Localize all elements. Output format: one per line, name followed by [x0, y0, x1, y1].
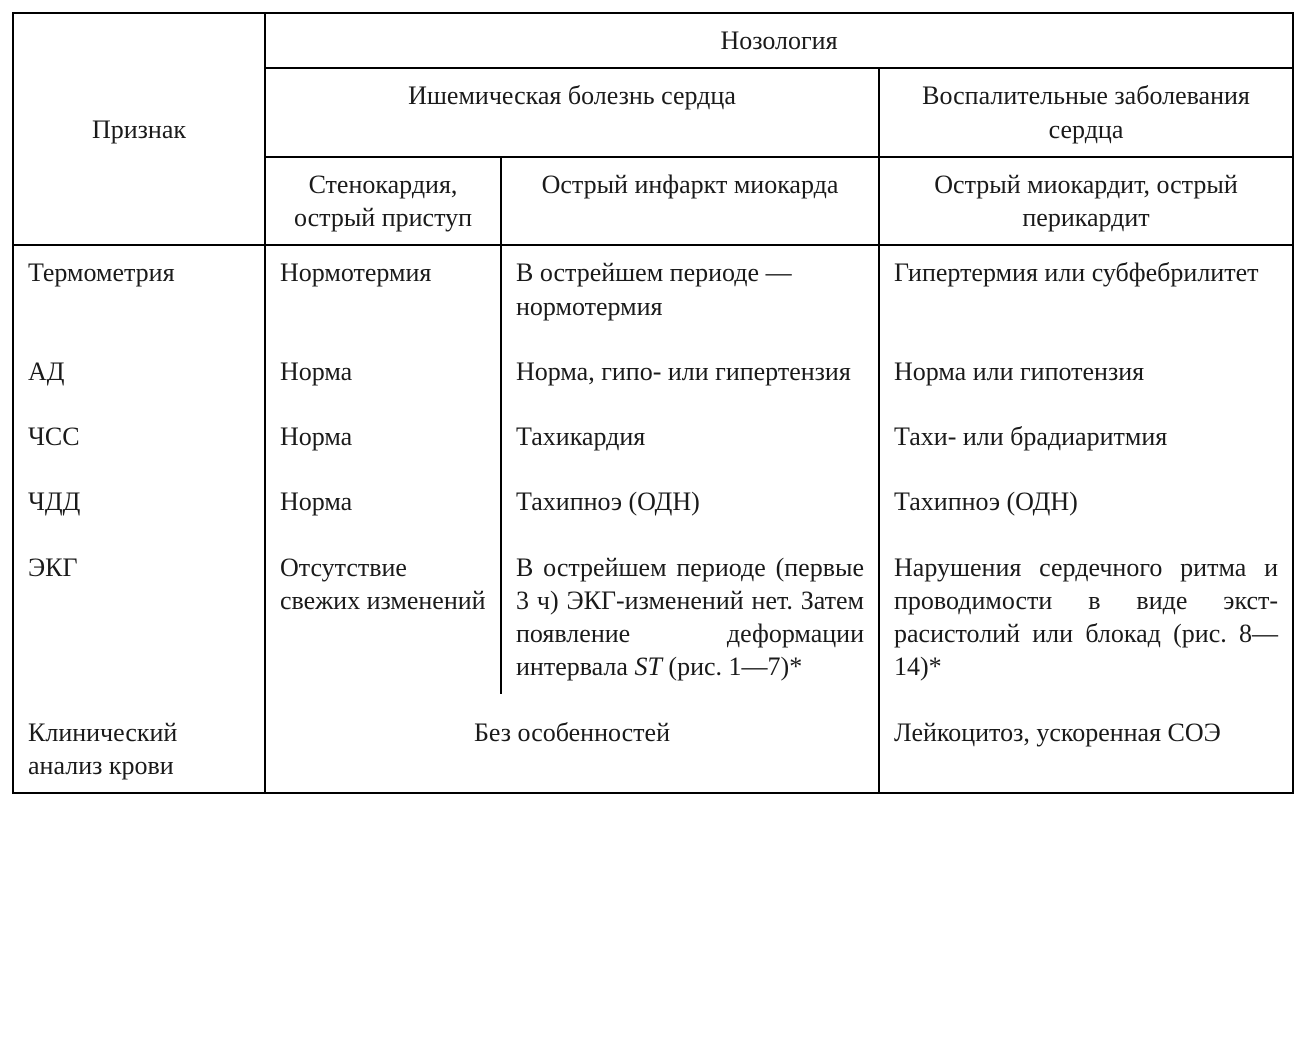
- cell: Норма, гипо- или гипертензия: [501, 333, 879, 398]
- row-label: ЧДД: [13, 463, 265, 528]
- header-row-1: Признак Нозология: [13, 13, 1293, 68]
- row-label: АД: [13, 333, 265, 398]
- cell: Норма: [265, 398, 501, 463]
- cell: Нормотермия: [265, 245, 501, 333]
- row-rr: ЧДД Норма Тахипноэ (ОДН) Тахипноэ (ОДН): [13, 463, 1293, 528]
- row-label: Термометрия: [13, 245, 265, 333]
- cell: Тахи- или брадиарит­мия: [879, 398, 1293, 463]
- cell: Норма или гипотензия: [879, 333, 1293, 398]
- text: (рис. 1—7)*: [662, 652, 802, 681]
- header-col-stenocardia: Стенокардия, острый приступ: [265, 157, 501, 246]
- header-col-infarction: Острый инфаркт миокарда: [501, 157, 879, 246]
- row-label: Клинический анализ крови: [13, 694, 265, 794]
- cell: Отсутствие свежих изменений: [265, 529, 501, 694]
- header-ischemic: Ишемическая болезнь сердца: [265, 68, 879, 157]
- cell-ecg-infarction: В острейшем пе­риоде (первые 3 ч) ЭКГ-из…: [501, 529, 879, 694]
- cell: Норма: [265, 463, 501, 528]
- cell: Нарушения сердеч­ного ритма и прово­димо…: [879, 529, 1293, 694]
- cell: Гипертермия или субфебрилитет: [879, 245, 1293, 333]
- cell: Тахикардия: [501, 398, 879, 463]
- cell-merged: Без особенностей: [265, 694, 879, 794]
- cell: Тахипноэ (ОДН): [879, 463, 1293, 528]
- nosology-table: Признак Нозология Ишемическая болезнь се…: [12, 12, 1294, 794]
- header-nosology: Нозология: [265, 13, 1293, 68]
- row-ecg: ЭКГ Отсутствие свежих изменений В острей…: [13, 529, 1293, 694]
- cell: Лейкоцитоз, ускорен­ная СОЭ: [879, 694, 1293, 794]
- cell: В острейшем периоде — нормо­термия: [501, 245, 879, 333]
- cell: Тахипноэ (ОДН): [501, 463, 879, 528]
- row-label: ЭКГ: [13, 529, 265, 694]
- header-attribute: Признак: [13, 13, 265, 245]
- row-thermometry: Термометрия Нормотермия В острейшем пери…: [13, 245, 1293, 333]
- row-cbc: Клинический анализ крови Без особенносте…: [13, 694, 1293, 794]
- header-col-myocarditis: Острый миокардит, острый перикардит: [879, 157, 1293, 246]
- header-inflammatory: Воспалительные заболевания сердца: [879, 68, 1293, 157]
- row-hr: ЧСС Норма Тахикардия Тахи- или брадиарит…: [13, 398, 1293, 463]
- row-bp: АД Норма Норма, гипо- или гипертензия Но…: [13, 333, 1293, 398]
- row-label: ЧСС: [13, 398, 265, 463]
- text-italic: ST: [634, 652, 661, 681]
- cell: Норма: [265, 333, 501, 398]
